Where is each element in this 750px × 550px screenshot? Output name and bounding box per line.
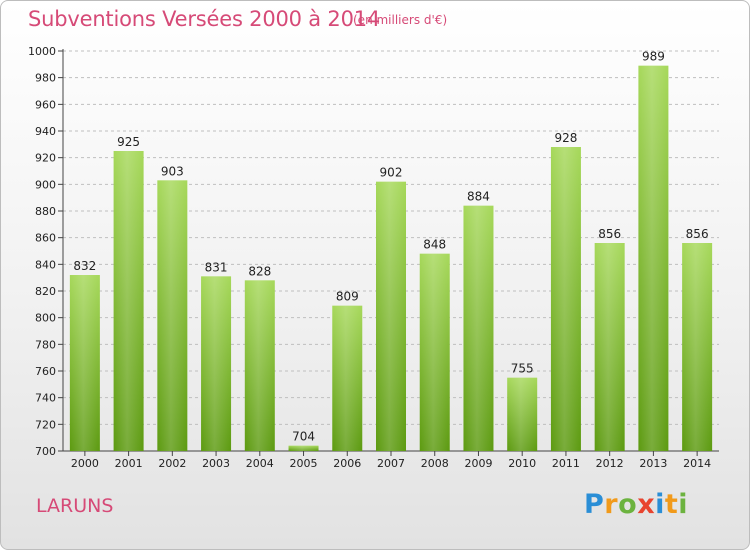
y-tick-label: 920 <box>35 152 56 165</box>
x-tick-label: 2013 <box>639 457 667 470</box>
bar-highlight <box>550 147 581 451</box>
bar-highlight <box>419 253 450 451</box>
y-tick-label: 940 <box>35 125 56 138</box>
x-tick-label: 2005 <box>290 457 318 470</box>
chart-subtitle: (en milliers d'€) <box>353 13 448 27</box>
logo-letter: i <box>655 489 665 520</box>
x-tick-label: 2012 <box>596 457 624 470</box>
bar-highlight <box>244 280 275 451</box>
y-tick-label: 840 <box>35 258 56 271</box>
y-tick-label: 760 <box>35 365 56 378</box>
bars <box>69 65 713 452</box>
y-tick-label: 820 <box>35 285 56 298</box>
bar-value-label: 831 <box>205 260 228 274</box>
x-tick-label: 2010 <box>508 457 536 470</box>
bar-value-label: 848 <box>423 238 446 252</box>
y-tick-label: 800 <box>35 312 56 325</box>
y-tick-label: 740 <box>35 392 56 405</box>
bar-highlight <box>507 377 538 451</box>
commune-name: LARUNS <box>36 495 114 517</box>
y-tick-label: 780 <box>35 338 56 351</box>
bar-highlight <box>376 181 406 451</box>
y-tick-label: 880 <box>35 205 56 218</box>
x-tick-label: 2002 <box>158 457 186 470</box>
bar-value-label: 856 <box>686 227 709 241</box>
bar-value-label: 989 <box>642 50 665 64</box>
bar-value-label: 928 <box>554 131 577 145</box>
logo-letter: r <box>604 489 619 520</box>
x-tick-label: 2003 <box>202 457 230 470</box>
proxiti-logo: Proxiti <box>584 489 688 520</box>
bar-highlight <box>113 151 144 451</box>
bar-highlight <box>594 243 625 451</box>
bar-highlight <box>332 305 363 451</box>
bar-value-label: 856 <box>598 227 621 241</box>
logo-letter: i <box>678 489 689 520</box>
bar-value-label: 902 <box>380 166 403 180</box>
labels: 700 720 740 760 780 800 820 840 860 880 900 920 940 9… <box>28 45 711 470</box>
y-tick-label: 720 <box>35 418 56 431</box>
bar-value-label: 704 <box>292 430 315 444</box>
bar-value-label: 809 <box>336 290 359 304</box>
x-tick-label: 2000 <box>71 457 99 470</box>
y-tick-label: 1000 <box>28 45 56 58</box>
y-tick-label: 960 <box>35 98 56 111</box>
logo-letter: o <box>618 489 638 520</box>
x-tick-label: 2004 <box>246 457 274 470</box>
bar-highlight <box>463 205 494 451</box>
logo-letter: t <box>664 489 679 520</box>
y-tick-label: 900 <box>35 178 56 191</box>
bar-highlight <box>69 275 100 451</box>
chart-title: Subventions Versées 2000 à 2014 <box>28 7 381 31</box>
x-tick-label: 2009 <box>464 457 492 470</box>
x-tick-label: 2014 <box>683 457 711 470</box>
y-tick-label: 700 <box>35 445 56 458</box>
bar-highlight <box>157 180 188 452</box>
x-tick-label: 2001 <box>115 457 143 470</box>
y-tick-label: 860 <box>35 232 56 245</box>
bar-highlight <box>201 276 232 451</box>
x-tick-label: 2008 <box>421 457 449 470</box>
bar-value-label: 903 <box>161 164 184 178</box>
logo-letter: P <box>584 489 605 520</box>
bar-value-label: 755 <box>511 362 534 376</box>
bar-highlight <box>288 445 319 451</box>
bar-value-label: 832 <box>73 259 96 273</box>
bar-highlight <box>638 65 669 452</box>
bar-value-label: 828 <box>248 264 271 278</box>
x-tick-label: 2006 <box>333 457 361 470</box>
x-tick-label: 2007 <box>377 457 405 470</box>
y-tick-label: 980 <box>35 72 56 85</box>
x-tick-label: 2011 <box>552 457 580 470</box>
bar-value-label: 884 <box>467 190 490 204</box>
bar-highlight <box>682 243 713 451</box>
bar-value-label: 925 <box>117 135 140 149</box>
logo-letter: x <box>637 489 656 520</box>
